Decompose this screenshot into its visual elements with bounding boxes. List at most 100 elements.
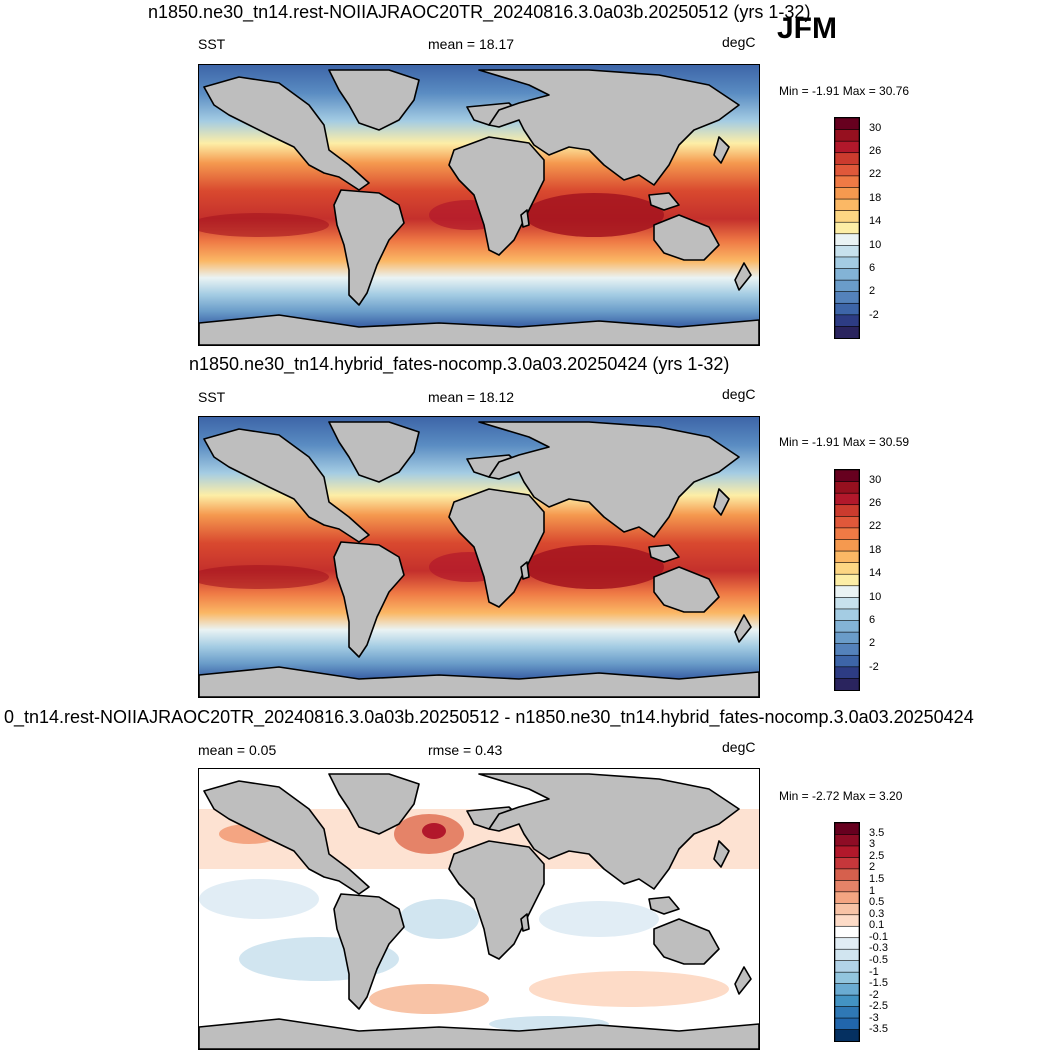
panel-2-map — [198, 416, 760, 698]
colorbar-swatch — [835, 516, 859, 529]
colorbar-swatch — [835, 937, 859, 951]
colorbar-swatch — [835, 527, 859, 541]
colorbar-swatch — [835, 539, 859, 552]
colorbar-swatch — [835, 562, 859, 576]
colorbar-tick-label: 10 — [869, 238, 882, 251]
panel-3-units-label: degC — [722, 739, 756, 755]
colorbar-swatch — [835, 608, 859, 622]
panel-2-land-layer — [199, 421, 759, 697]
colorbar-swatch — [835, 245, 859, 258]
colorbar-swatch — [835, 903, 859, 916]
colorbar-tick-label: 2 — [869, 637, 876, 650]
panel-3-mean-label: mean = 0.05 — [198, 742, 277, 758]
colorbar-swatch — [835, 302, 859, 316]
colorbar-swatch — [835, 834, 859, 847]
colorbar-tick-label: -2 — [869, 308, 879, 321]
colorbar-tick-label: -2 — [869, 988, 879, 1001]
colorbar-swatch — [835, 198, 859, 212]
colorbar-tick-label: 0.3 — [869, 907, 885, 920]
colorbar-swatch — [835, 175, 859, 189]
colorbar-tick-label: 1 — [869, 884, 876, 897]
colorbar-swatch — [835, 891, 859, 905]
colorbar-swatch — [835, 233, 859, 247]
colorbar-tick-label: -3 — [869, 1011, 879, 1024]
panel-3-rmse-label: rmse = 0.43 — [428, 742, 503, 758]
panel-2-variable-label: SST — [198, 389, 226, 405]
panel-3-min-max: Min = -2.72 Max = 3.20 — [779, 789, 903, 803]
panel-2-mean-label: mean = 18.12 — [428, 389, 515, 405]
colorbar-tick-label: -1 — [869, 965, 879, 978]
colorbar-swatch — [835, 550, 859, 564]
panel-1-title: n1850.ne30_tn14.rest-NOIIAJRAOC20TR_2024… — [148, 2, 811, 22]
colorbar-tick-label: -1.5 — [869, 977, 888, 990]
panel-2-title: n1850.ne30_tn14.hybrid_fates-nocomp.3.0a… — [189, 354, 730, 374]
panel-3-map — [198, 768, 760, 1050]
colorbar-swatch — [835, 279, 859, 293]
colorbar-swatch — [835, 983, 859, 996]
colorbar-tick-label: 1.5 — [869, 872, 885, 885]
colorbar-swatch — [835, 925, 859, 939]
colorbar-swatch — [835, 880, 859, 893]
panel-2-min-max: Min = -1.91 Max = 30.59 — [779, 435, 910, 449]
colorbar-swatch — [835, 573, 859, 587]
colorbar-swatch — [835, 948, 859, 962]
panel-3-land-layer — [199, 773, 759, 1049]
colorbar-swatch — [835, 994, 859, 1008]
colorbar-swatch — [835, 597, 859, 610]
colorbar-swatch — [835, 129, 859, 142]
colorbar-tick-label: 26 — [869, 145, 882, 158]
panel-1-units-label: degC — [722, 34, 756, 50]
colorbar-swatch — [835, 492, 859, 506]
colorbar-swatch — [835, 1029, 859, 1041]
colorbar-swatch — [835, 666, 859, 680]
colorbar-tick-label: 10 — [869, 590, 882, 603]
colorbar-swatch — [835, 221, 859, 235]
colorbar-tick-label: -2 — [869, 660, 879, 673]
colorbar-tick-label: 22 — [869, 520, 882, 533]
panel-2-units-label: degC — [722, 386, 756, 402]
colorbar-tick-label: 3 — [869, 838, 876, 851]
colorbar-swatch — [835, 118, 859, 131]
colorbar-swatch — [835, 164, 859, 177]
colorbar-swatch — [835, 620, 859, 633]
colorbar-tick-label: 14 — [869, 567, 882, 580]
colorbar-swatch — [835, 631, 859, 645]
colorbar-swatch — [835, 654, 859, 668]
colorbar-tick-label: -0.3 — [869, 942, 888, 955]
colorbar-tick-label: -0.5 — [869, 953, 888, 966]
panel-3-colorbar-svg — [835, 823, 859, 1041]
colorbar-swatch — [835, 326, 859, 338]
colorbar-tick-label: 30 — [869, 121, 882, 134]
colorbar-tick-label: 30 — [869, 473, 882, 486]
colorbar-tick-label: 2.5 — [869, 849, 885, 862]
colorbar-tick-label: 18 — [869, 191, 882, 204]
colorbar-swatch — [835, 268, 859, 281]
colorbar-tick-label: -3.5 — [869, 1023, 888, 1036]
colorbar-tick-label: 6 — [869, 613, 876, 626]
colorbar-swatch — [835, 210, 859, 224]
panel-1-mean-label: mean = 18.17 — [428, 36, 515, 52]
panel-1-min-max: Min = -1.91 Max = 30.76 — [779, 84, 910, 98]
colorbar-swatch — [835, 823, 859, 836]
panel-1-colorbar-svg — [835, 118, 859, 338]
colorbar-tick-label: 0.5 — [869, 896, 885, 909]
panel-1-land-layer — [199, 69, 759, 345]
colorbar-tick-label: 22 — [869, 168, 882, 181]
colorbar-swatch — [835, 1006, 859, 1019]
colorbar-swatch — [835, 868, 859, 882]
colorbar-tick-label: 2 — [869, 285, 876, 298]
panel-3-colorbar — [834, 822, 860, 1042]
colorbar-swatch — [835, 140, 859, 154]
colorbar-swatch — [835, 1017, 859, 1031]
colorbar-swatch — [835, 845, 859, 859]
panel-2-colorbar — [834, 469, 860, 691]
colorbar-swatch — [835, 643, 859, 657]
colorbar-swatch — [835, 914, 859, 928]
colorbar-swatch — [835, 481, 859, 494]
colorbar-swatch — [835, 152, 859, 166]
colorbar-swatch — [835, 470, 859, 483]
colorbar-swatch — [835, 291, 859, 305]
colorbar-tick-label: -2.5 — [869, 1000, 888, 1013]
colorbar-swatch — [835, 187, 859, 200]
colorbar-swatch — [835, 585, 859, 599]
